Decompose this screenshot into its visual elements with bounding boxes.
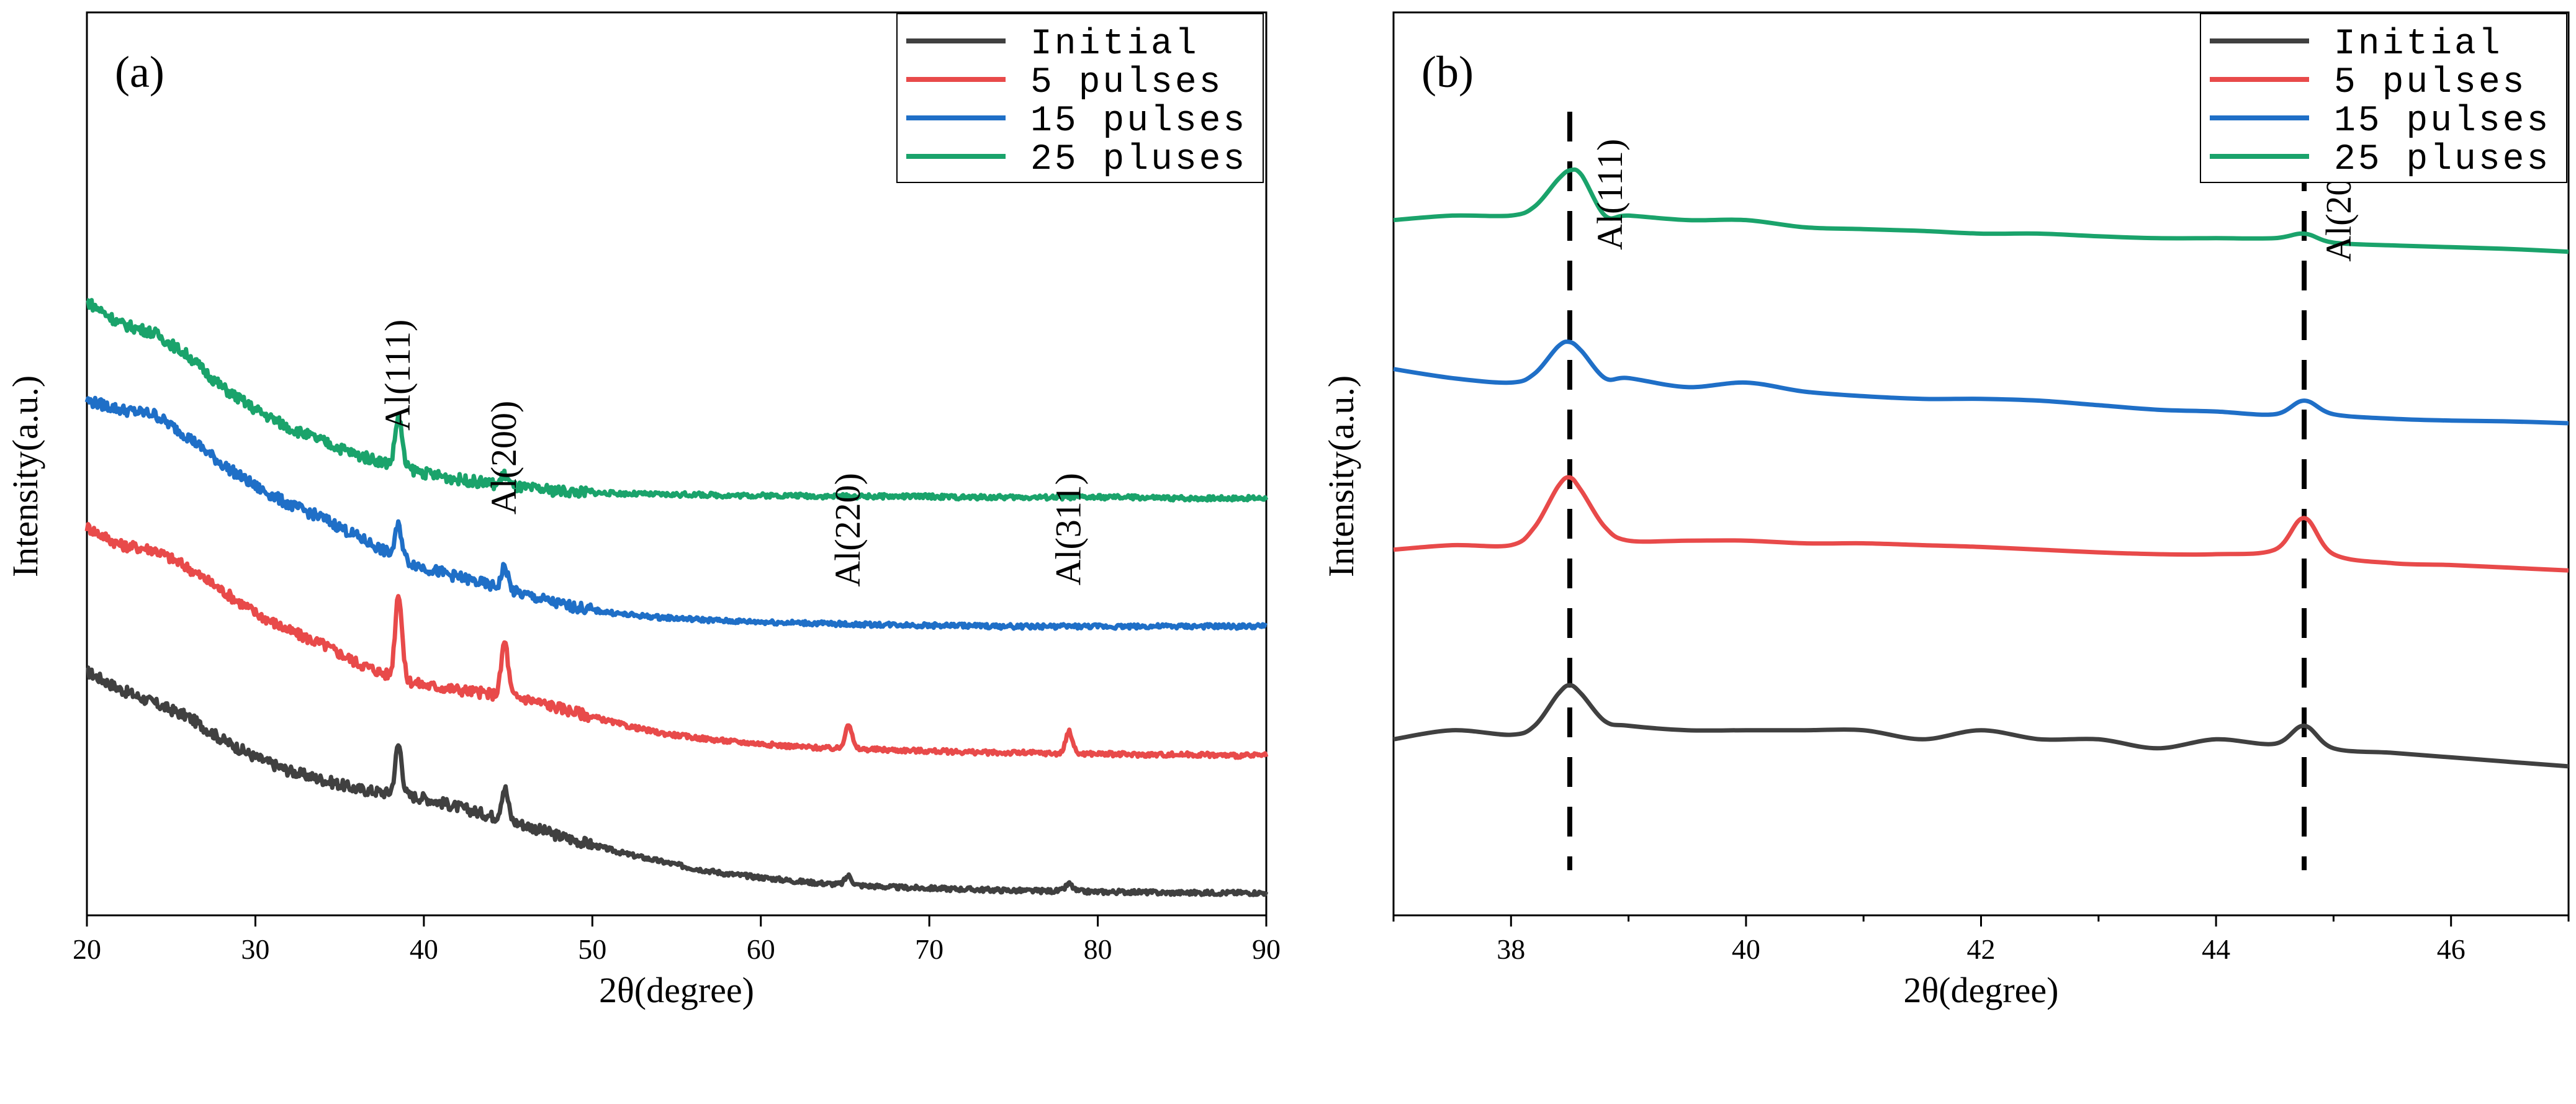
- x-tick-label: 90: [1252, 933, 1281, 965]
- series-line-5-pulses: [84, 522, 1269, 760]
- x-tick-label: 42: [1967, 933, 1996, 965]
- legend-label: Initial: [1030, 24, 1199, 65]
- series-line-25-pluses: [86, 298, 1269, 503]
- peak-annotation: Al(311): [1048, 473, 1088, 585]
- legend-label: Initial: [2334, 24, 2503, 65]
- peak-annotation: Al(200): [484, 401, 524, 515]
- series-line-15-pulses: [84, 395, 1268, 631]
- series-line-5-pulses: [1393, 475, 2569, 573]
- legend-label: 5 pulses: [2334, 63, 2526, 103]
- x-axis-label: 2θ(degree): [1904, 970, 2059, 1010]
- x-tick-label: 50: [578, 933, 606, 965]
- legend-label: 25 pluses: [1030, 140, 1247, 180]
- series-line-initial: [86, 665, 1269, 897]
- x-tick-label: 20: [73, 933, 101, 965]
- y-axis-label: Intensity(a.u.): [1321, 375, 1361, 577]
- y-axis-label: Intensity(a.u.): [5, 375, 45, 577]
- x-tick-label: 80: [1084, 933, 1112, 965]
- x-tick-label: 46: [2437, 933, 2466, 965]
- x-tick-label: 40: [410, 933, 438, 965]
- series-line-25-pluses: [1393, 167, 2569, 254]
- x-tick-label: 60: [747, 933, 775, 965]
- x-tick-label: 30: [241, 933, 269, 965]
- chart-panel-b: 38 40 42 44 46 2θ(degree) Intensity(a.u.) (b) Al…: [1321, 11, 2570, 1010]
- x-tick-label: 40: [1732, 933, 1760, 965]
- legend-label: 5 pulses: [1030, 63, 1223, 103]
- chart-panel-a: 20 30 40 50 60 70 80 90 2θ(degree) Intensity(a.u.…: [5, 11, 1281, 1010]
- legend-label: 15 pulses: [1030, 101, 1247, 141]
- peak-annotation: Al(220): [827, 473, 868, 587]
- peak-annotation: Al(111): [377, 320, 418, 431]
- legend-label: 15 pulses: [2334, 101, 2551, 141]
- legend-label: 25 pluses: [2334, 140, 2551, 180]
- series-line-initial: [1393, 683, 2569, 769]
- series-line-15-pulses: [1393, 339, 2569, 426]
- peak-annotation: Al(111): [1590, 139, 1630, 250]
- panel-label: (b): [1421, 47, 1474, 97]
- x-tick-label: 38: [1497, 933, 1525, 965]
- plot-frame: [86, 11, 1268, 917]
- x-tick-label: 44: [2202, 933, 2230, 965]
- panel-label: (a): [115, 47, 164, 97]
- x-axis-label: 2θ(degree): [599, 970, 754, 1010]
- x-tick-label: 70: [915, 933, 943, 965]
